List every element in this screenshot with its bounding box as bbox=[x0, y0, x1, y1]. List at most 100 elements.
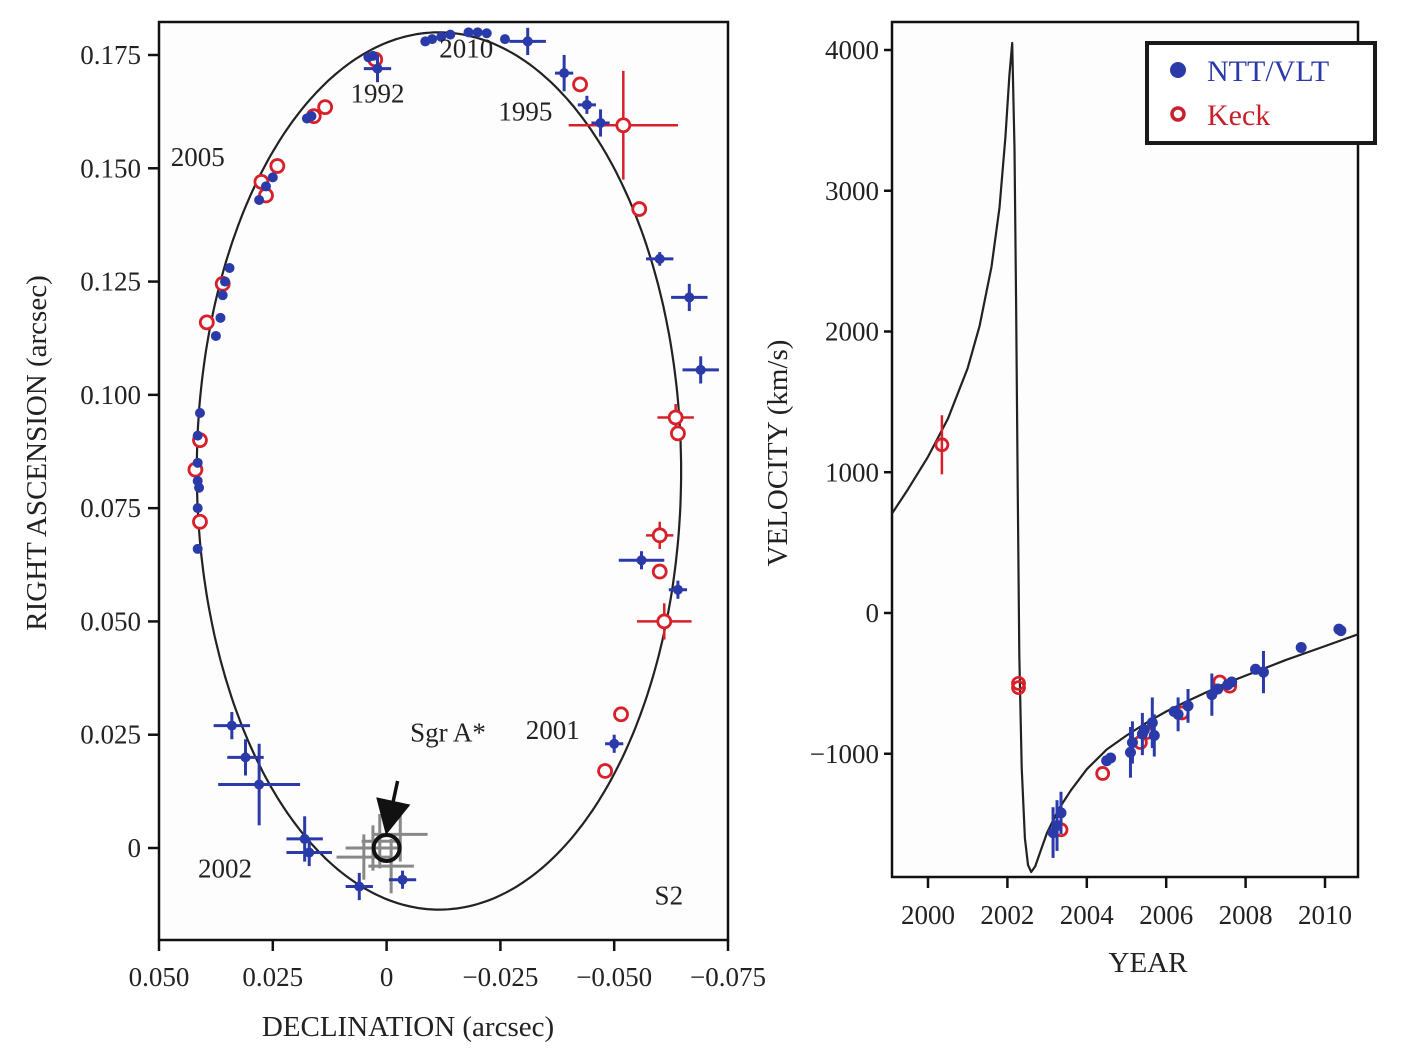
ntt-vlt-point bbox=[192, 503, 203, 514]
velocity-y-tick-label: 4000 bbox=[825, 35, 879, 65]
orbit-y-tick-label: 0.050 bbox=[80, 606, 141, 636]
orbit-annotation: 2010 bbox=[439, 33, 493, 63]
orbit-x-tick-label: 0 bbox=[380, 962, 394, 992]
orbit-annotations: 1992 2010 1995 2005 2001 2002 S2 Sgr A* bbox=[171, 33, 683, 910]
keck-point bbox=[269, 158, 286, 174]
ntt-vlt-velocity-point bbox=[1182, 700, 1194, 712]
ntt-vlt-point bbox=[672, 584, 683, 595]
velocity-plot-area bbox=[890, 20, 1360, 879]
keck-point bbox=[656, 613, 673, 630]
orbit-y-ticks: 0 0.025 0.050 0.075 0.100 0.125 0.150 0.175 bbox=[80, 40, 159, 863]
ntt-vlt-point bbox=[522, 36, 533, 47]
ntt-vlt-point bbox=[226, 720, 237, 731]
orbit-y-tick-label: 0 bbox=[128, 833, 142, 863]
orbit-x-tick-label: −0.050 bbox=[576, 962, 652, 992]
legend-marker-ntt-vlt bbox=[1170, 62, 1186, 78]
legend: NTT/VLT Keck bbox=[1145, 41, 1377, 145]
ntt-vlt-velocity-point bbox=[1226, 676, 1238, 688]
ntt-vlt-velocity-point bbox=[1295, 641, 1307, 653]
velocity-x-tick-label: 2010 bbox=[1298, 900, 1352, 930]
orbit-y-tick-label: 0.175 bbox=[80, 40, 141, 70]
orbit-x-tick-label: 0.050 bbox=[129, 962, 190, 992]
ntt-vlt-point bbox=[194, 407, 205, 418]
keck-point bbox=[597, 763, 613, 779]
ntt-vlt-point bbox=[254, 195, 265, 206]
ntt-vlt-point bbox=[267, 172, 278, 183]
velocity-x-tick-label: 2008 bbox=[1219, 900, 1273, 930]
velocity-x-tick-label: 2000 bbox=[901, 900, 955, 930]
keck-point bbox=[631, 201, 648, 217]
ntt-vlt-point bbox=[354, 881, 365, 892]
ntt-vlt-point bbox=[397, 874, 408, 885]
orbit-annotation: S2 bbox=[655, 881, 684, 911]
velocity-y-tick-label: 1000 bbox=[825, 457, 879, 487]
orbit-annotation: 2002 bbox=[198, 853, 252, 883]
ntt-vlt-point bbox=[192, 543, 203, 554]
orbit-annotation: Sgr A* bbox=[410, 718, 486, 748]
legend-label-ntt-vlt: NTT/VLT bbox=[1207, 55, 1329, 88]
ntt-vlt-velocity-point bbox=[1257, 666, 1269, 678]
keck-point bbox=[572, 76, 588, 93]
ntt-vlt-point bbox=[192, 430, 203, 441]
ntt-vlt-point bbox=[481, 28, 492, 39]
ntt-vlt-point bbox=[427, 34, 438, 45]
ntt-vlt-velocity-point bbox=[1212, 683, 1224, 695]
velocity-y-ticks: −1000 0 1000 2000 3000 4000 bbox=[810, 35, 892, 769]
ntt-vlt-point bbox=[217, 290, 228, 301]
ntt-vlt-velocity-point bbox=[1335, 625, 1347, 637]
ntt-vlt-velocity-point bbox=[1126, 736, 1138, 748]
legend-box bbox=[1145, 41, 1377, 145]
orbit-y-tick-label: 0.075 bbox=[80, 493, 141, 523]
orbit-plot-area bbox=[157, 20, 730, 942]
ntt-vlt-point bbox=[304, 847, 315, 858]
ntt-vlt-velocity-point bbox=[1124, 746, 1136, 758]
keck-point bbox=[651, 563, 668, 580]
keck-point bbox=[192, 513, 208, 530]
ntt-vlt-point bbox=[472, 27, 483, 38]
ntt-vlt-point bbox=[260, 181, 271, 192]
ntt-vlt-point bbox=[499, 34, 510, 45]
orbit-y-tick-label: 0.025 bbox=[80, 720, 141, 750]
legend-label-keck: Keck bbox=[1207, 99, 1270, 132]
ntt-vlt-point bbox=[463, 27, 474, 38]
keck-velocity-point bbox=[1011, 680, 1026, 695]
keck-point bbox=[670, 425, 686, 442]
velocity-y-tick-label: 3000 bbox=[825, 176, 879, 206]
ntt-vlt-point bbox=[684, 292, 695, 303]
ntt-vlt-point bbox=[595, 117, 606, 128]
ntt-vlt-velocity-point bbox=[1172, 708, 1184, 720]
velocity-x-tick-label: 2006 bbox=[1139, 900, 1193, 930]
keck-point bbox=[198, 314, 215, 331]
sgr-a-star-arrow bbox=[376, 780, 411, 836]
velocity-model-curve bbox=[892, 41, 1358, 874]
ntt-vlt-velocity-point bbox=[1146, 717, 1158, 729]
orbit-y-tick-label: 0.150 bbox=[80, 153, 141, 183]
orbit-annotation: 2001 bbox=[526, 715, 580, 745]
orbit-y-axis-title: RIGHT ASCENSION (arcsec) bbox=[21, 275, 53, 630]
ntt-vlt-point bbox=[581, 99, 592, 110]
keck-velocity-point bbox=[934, 437, 950, 453]
velocity-x-tick-label: 2004 bbox=[1060, 900, 1115, 930]
orbit-annotation: 2005 bbox=[171, 142, 225, 172]
orbit-annotation: 1992 bbox=[350, 79, 404, 109]
ntt-vlt-point bbox=[445, 29, 456, 40]
ntt-vlt-point bbox=[436, 31, 447, 42]
ntt-vlt-point bbox=[609, 738, 620, 749]
ntt-vlt-point bbox=[372, 63, 383, 74]
ntt-vlt-point bbox=[367, 50, 378, 61]
ntt-vlt-point bbox=[299, 833, 310, 844]
velocity-x-axis-title: YEAR bbox=[1109, 947, 1189, 979]
orbit-x-axis-title: DECLINATION (arcsec) bbox=[262, 1011, 554, 1043]
ntt-vlt-point bbox=[695, 364, 706, 375]
velocity-y-tick-label: 0 bbox=[866, 598, 880, 628]
orbit-x-tick-label: −0.075 bbox=[690, 962, 766, 992]
velocity-y-axis-title: VELOCITY (km/s) bbox=[762, 340, 794, 567]
keck-point bbox=[615, 117, 632, 134]
keck-point bbox=[667, 409, 684, 426]
orbit-x-ticks: 0.050 0.025 0 −0.025 −0.050 −0.075 bbox=[129, 940, 766, 992]
ntt-vlt-point bbox=[559, 68, 570, 79]
ntt-vlt-point bbox=[654, 253, 665, 264]
orbit-panel: 0.050 0.025 0 −0.025 −0.050 −0.075 00.0250.05… bbox=[21, 20, 766, 1043]
ntt-vlt-point bbox=[210, 330, 221, 341]
